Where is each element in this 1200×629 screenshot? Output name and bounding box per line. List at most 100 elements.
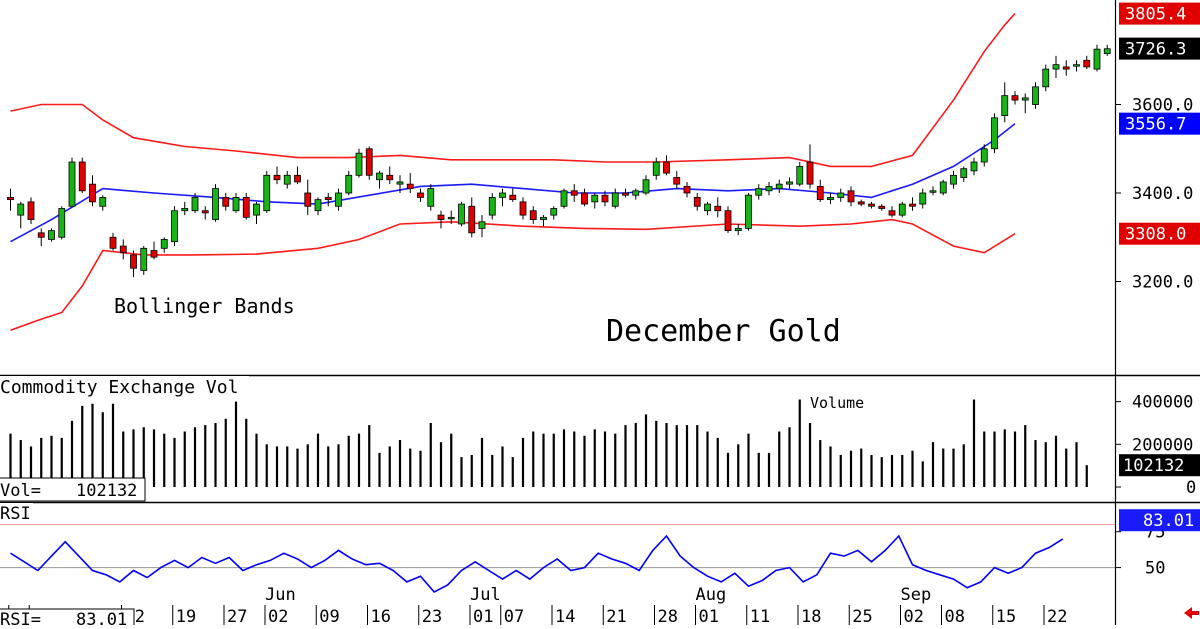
candle-body xyxy=(693,197,701,207)
scroll-arrow-icon xyxy=(1184,607,1199,619)
candle-body xyxy=(1103,48,1111,55)
candle-body xyxy=(437,214,445,220)
candle-body xyxy=(816,185,824,201)
candle-body xyxy=(48,230,55,240)
x-axis-label: 19 xyxy=(176,607,196,625)
rsi-value-flag xyxy=(1119,509,1200,532)
candle-body xyxy=(119,245,127,254)
x-axis-label: 14 xyxy=(555,607,575,625)
x-axis-label: 16 xyxy=(371,607,391,625)
candle-body xyxy=(919,192,927,205)
candle-body xyxy=(37,232,45,238)
candle-body xyxy=(17,203,25,216)
candle-body xyxy=(304,192,312,207)
x-axis-label: 08 xyxy=(945,607,965,625)
bollinger-middle-line xyxy=(10,123,1016,243)
volume-tick-label: 200000 xyxy=(1132,435,1193,455)
candle-body xyxy=(765,185,773,192)
candle-body xyxy=(929,190,937,193)
candle-body xyxy=(242,197,250,218)
x-axis-label: 02 xyxy=(268,607,288,625)
candle-body xyxy=(263,174,271,212)
rsi-readout-box xyxy=(0,608,135,629)
candle-body xyxy=(1032,86,1039,105)
candle-body xyxy=(868,203,875,207)
candle-body xyxy=(898,203,906,216)
x-axis-label: 27 xyxy=(227,607,247,625)
candle-body xyxy=(58,208,66,238)
candle-body xyxy=(847,190,855,203)
volume-label: Volume xyxy=(810,394,864,412)
rsi-tick-label: 50 xyxy=(1145,559,1165,579)
x-axis-label: 18 xyxy=(801,607,821,625)
candle-body xyxy=(427,188,435,207)
candle-body xyxy=(468,205,476,234)
candle-body xyxy=(1073,64,1080,67)
candle-body xyxy=(632,190,640,196)
candle-body xyxy=(406,183,414,189)
candle-body xyxy=(447,216,455,220)
rsi-value-label: 83.01 xyxy=(1143,511,1194,531)
candle-body xyxy=(181,208,189,212)
candle-body xyxy=(417,192,424,198)
candle-body xyxy=(314,199,322,212)
volume-readout-box xyxy=(0,477,146,502)
candle-body xyxy=(99,197,107,207)
x-axis-label: 01 xyxy=(473,607,493,625)
volume-readout-value: 102132 xyxy=(76,481,137,501)
candle-body xyxy=(1021,97,1029,101)
candle-body xyxy=(191,197,199,212)
candle-body xyxy=(27,201,35,220)
candle-body xyxy=(283,174,291,185)
candle-body xyxy=(611,192,619,207)
rsi-title-bg xyxy=(0,503,33,523)
candle-body xyxy=(130,254,137,269)
candle-body xyxy=(550,208,558,216)
candle-body xyxy=(1093,48,1101,70)
candle-body xyxy=(745,194,752,229)
x-axis-label: 11 xyxy=(750,607,770,625)
month-label: Jun xyxy=(265,585,296,605)
x-axis-label: 25 xyxy=(852,607,872,625)
x-axis-label: 15 xyxy=(996,607,1016,625)
candle-body xyxy=(1062,66,1070,70)
candle-body xyxy=(78,161,86,192)
candle-body xyxy=(1042,68,1050,88)
candle-body xyxy=(683,185,691,194)
volume-readout-label: Vol= xyxy=(0,481,41,501)
price-value-label: 3556.7 xyxy=(1125,115,1186,135)
candle-body xyxy=(970,161,978,172)
volume-title: Commodity Exchange Vol xyxy=(0,377,238,398)
x-axis-label: 21 xyxy=(606,607,626,625)
candle-body xyxy=(89,183,96,203)
candle-body xyxy=(786,181,793,185)
candle-body xyxy=(345,174,353,194)
rsi-title: RSI xyxy=(0,504,31,524)
candle-body xyxy=(796,166,804,185)
candle-body xyxy=(775,183,783,189)
candle-body xyxy=(827,197,834,201)
candle-body xyxy=(386,174,394,181)
candle-body xyxy=(529,210,537,220)
candle-body xyxy=(837,192,845,198)
candle-body xyxy=(488,197,496,216)
candle-body xyxy=(212,188,219,220)
candle-body xyxy=(724,210,732,232)
candle-body xyxy=(991,117,998,150)
candle-body xyxy=(581,192,588,205)
candle-body xyxy=(878,205,886,209)
candle-body xyxy=(273,174,281,181)
candle-body xyxy=(960,168,968,178)
price-value-label: 3805.4 xyxy=(1125,5,1186,25)
candle-body xyxy=(396,181,404,185)
candle-body xyxy=(704,203,711,212)
candle-body xyxy=(355,152,363,176)
price-value-label: 3308.0 xyxy=(1125,225,1186,245)
candle-body xyxy=(171,210,178,243)
candle-body xyxy=(7,197,14,201)
volume-title-bg xyxy=(0,376,249,398)
candle-body xyxy=(499,192,506,198)
candle-body xyxy=(950,174,957,185)
candle-body xyxy=(591,194,599,203)
